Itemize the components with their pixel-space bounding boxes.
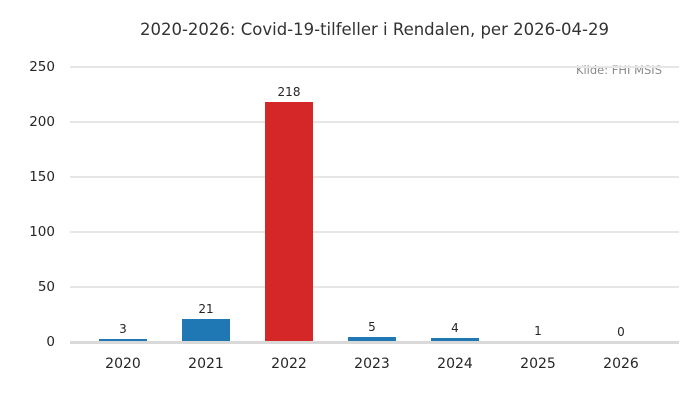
gridline-y50 (70, 286, 679, 288)
bar-2023 (348, 336, 396, 342)
bar-2022 (265, 102, 313, 342)
x-tick-label-2025: 2025 (520, 356, 556, 372)
bar-value-label: 218 (277, 85, 301, 100)
bar-2021 (182, 318, 230, 342)
x-tick-label-2026: 2026 (603, 356, 639, 372)
bar-value-label: 0 (617, 325, 625, 339)
bar-value-label: 1 (534, 323, 542, 338)
gridline-y250 (70, 66, 679, 68)
x-tick-label-2020: 2020 (105, 356, 141, 372)
x-tick-label-2022: 2022 (271, 356, 307, 372)
y-tick-label: 100 (29, 224, 55, 240)
gridline-y150 (70, 176, 679, 178)
x-axis-line (70, 340, 679, 344)
x-tick-label-2024: 2024 (437, 356, 473, 372)
bar-value-label: 5 (368, 319, 376, 334)
y-tick-label: 0 (46, 334, 55, 350)
bar-value-label: 21 (198, 301, 214, 316)
gridline-y200 (70, 121, 679, 123)
chart-title: 2020-2026: Covid-19-tilfeller i Rendalen… (139, 20, 609, 39)
bar-2020 (99, 338, 147, 342)
x-tick-label-2021: 2021 (188, 356, 224, 372)
bar-value-label: 3 (119, 321, 127, 336)
x-tick-label-2023: 2023 (354, 356, 390, 372)
y-tick-label: 50 (37, 279, 55, 295)
y-tick-label: 150 (29, 169, 55, 185)
y-tick-label: 200 (29, 114, 55, 130)
y-tick-label: 250 (29, 59, 55, 75)
bar-2024 (431, 337, 479, 342)
source-annotation: Kilde: FHI MSIS (575, 63, 662, 77)
gridline-y100 (70, 231, 679, 233)
bar-value-label: 4 (451, 320, 459, 335)
